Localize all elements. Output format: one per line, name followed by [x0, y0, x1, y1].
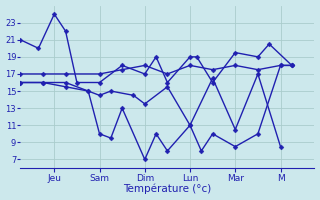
X-axis label: Température (°c): Température (°c)	[123, 184, 212, 194]
